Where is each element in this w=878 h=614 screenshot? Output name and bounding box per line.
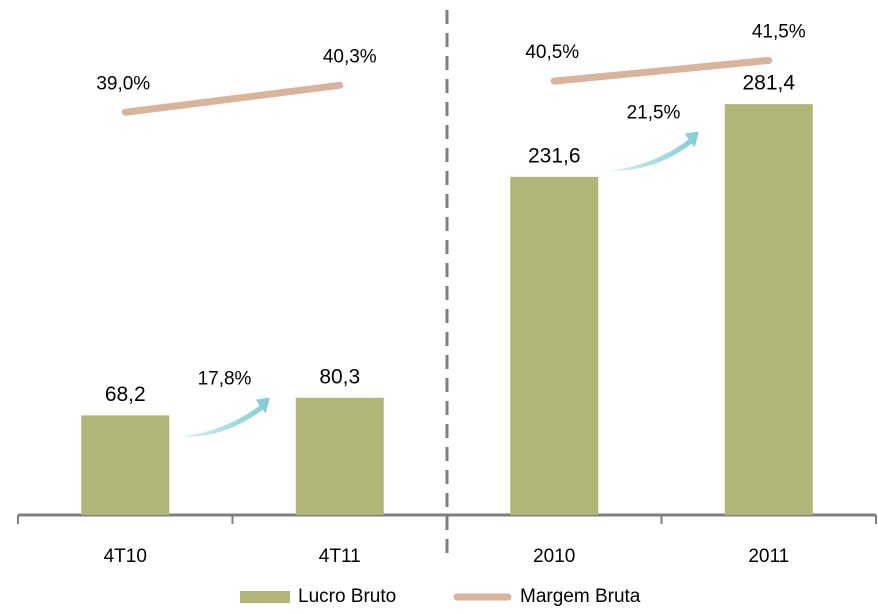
bar-value-label: 231,6 xyxy=(528,144,581,167)
legend-label: Lucro Bruto xyxy=(298,586,396,607)
bar xyxy=(510,176,599,515)
growth-label: 21,5% xyxy=(627,103,681,124)
legend-swatch xyxy=(240,591,290,603)
line-segment xyxy=(550,56,773,85)
bar-value-label: 281,4 xyxy=(742,72,795,95)
x-tick-label: 4T10 xyxy=(104,546,147,567)
growth-label: 17,8% xyxy=(198,369,252,390)
growth-arrow xyxy=(610,131,699,171)
bar xyxy=(724,104,813,515)
line-value-label: 39,0% xyxy=(96,73,150,94)
x-tick-label: 4T11 xyxy=(319,546,361,567)
x-tick-label: 2010 xyxy=(533,546,575,567)
growth-arrow xyxy=(181,397,270,437)
bar xyxy=(81,415,170,515)
bar-value-label: 80,3 xyxy=(319,365,360,388)
line-value-label: 40,5% xyxy=(525,42,579,63)
bar-value-label: 68,2 xyxy=(105,383,146,406)
legend-label: Margem Bruta xyxy=(520,586,641,607)
line-value-label: 40,3% xyxy=(323,46,377,67)
bar xyxy=(295,397,384,515)
line-value-label: 41,5% xyxy=(752,21,806,42)
line-segment xyxy=(121,81,344,116)
x-tick-label: 2011 xyxy=(748,546,789,567)
